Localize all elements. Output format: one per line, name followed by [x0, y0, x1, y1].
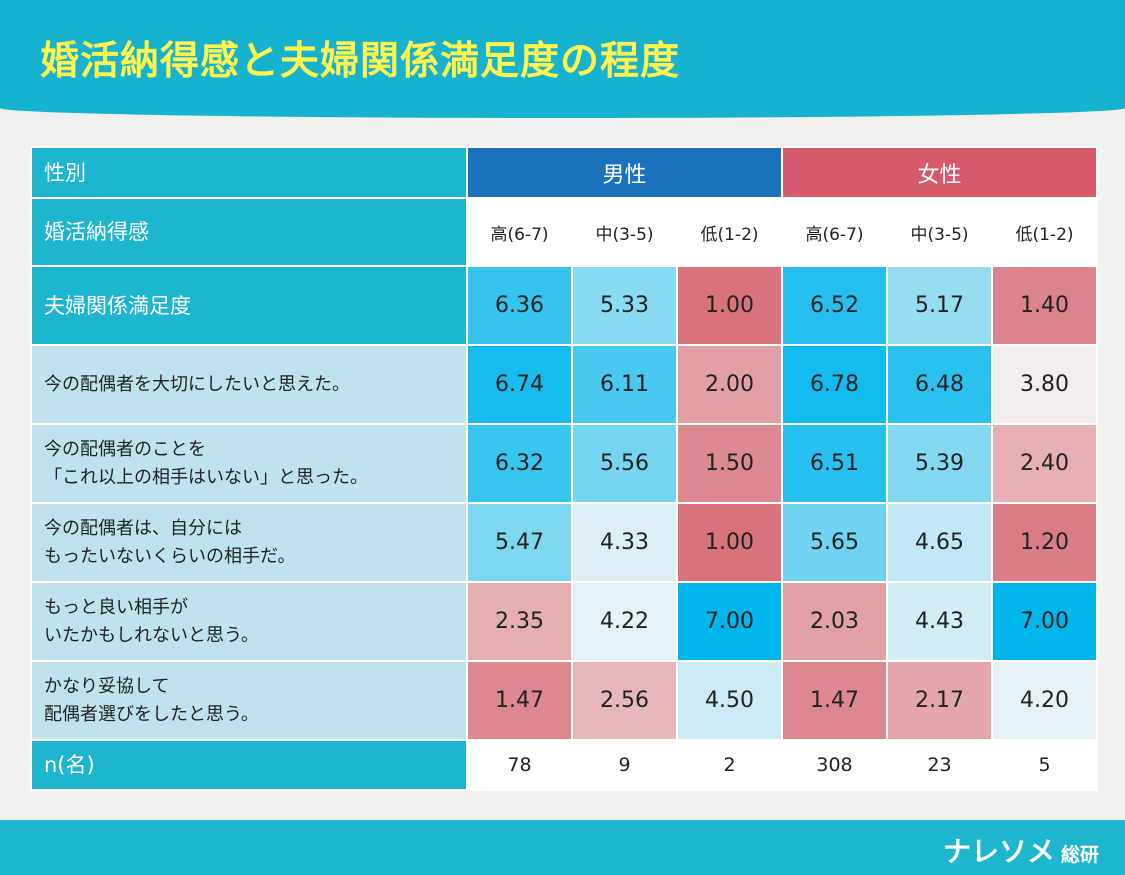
group-header-male: 男性	[468, 148, 781, 197]
value-cell: 4.50	[678, 662, 781, 739]
sample-size-row: n(名) 78 9 2 308 23 5	[32, 741, 1096, 789]
title-banner: 婚活納得感と夫婦関係満足度の程度	[0, 0, 1125, 118]
value-cell: 1.40	[993, 267, 1096, 344]
column-header: 中(3-5)	[888, 199, 991, 265]
row-label-line: 今の配偶者のことを	[44, 438, 206, 460]
page-title: 婚活納得感と夫婦関係満足度の程度	[40, 39, 681, 84]
column-header: 高(6-7)	[468, 199, 571, 265]
column-header: 低(1-2)	[993, 199, 1096, 265]
gender-header-row: 性別 男性 女性	[32, 148, 1096, 197]
brand-suffix: 総研	[1060, 844, 1099, 866]
column-header: 低(1-2)	[678, 199, 781, 265]
value-cell: 1.47	[783, 662, 886, 739]
row-label: もっと良い相手がいたかもしれないと思う。	[32, 583, 466, 660]
value-cell: 1.50	[678, 425, 781, 502]
value-cell: 2.17	[888, 662, 991, 739]
row-label-line: 配偶者選びをしたと思う。	[44, 703, 259, 725]
value-cell: 5.39	[888, 425, 991, 502]
gender-label: 性別	[32, 148, 466, 197]
value-cell: 6.74	[468, 346, 571, 423]
sample-size-cell: 9	[573, 741, 676, 789]
row-label-line: かなり妥協して	[44, 675, 170, 697]
row-label: 今の配偶者のことを「これ以上の相手はいない」と思った。	[32, 425, 466, 502]
row-label: 今の配偶者を大切にしたいと思えた。	[32, 346, 466, 423]
row-label-line: いたかもしれないと思う。	[44, 624, 259, 646]
table-row: 今の配偶者は、自分には もったいないくらいの相手だ。 5.47 4.33 1.00 5.6…	[32, 504, 1096, 581]
brand-name: ナレソメ	[942, 835, 1055, 868]
footer-bar	[0, 820, 1125, 875]
table-row: もっと良い相手が いたかもしれないと思う。 2.35 4.22 7.00 2.03 4.43…	[32, 583, 1096, 660]
sample-size-cell: 5	[993, 741, 1096, 789]
row-label-line: 今の配偶者は、自分には	[44, 517, 242, 539]
value-cell: 1.20	[993, 504, 1096, 581]
value-cell: 1.47	[468, 662, 571, 739]
row-label-line: 今の配偶者を大切にしたいと思えた。	[44, 373, 350, 395]
table-row: かなり妥協して 配偶者選びをしたと思う。 1.47 2.56 4.50 1.47 2.17 4…	[32, 662, 1096, 739]
value-cell: 5.65	[783, 504, 886, 581]
sample-size-cell: 23	[888, 741, 991, 789]
value-cell: 6.78	[783, 346, 886, 423]
value-cell: 2.03	[783, 583, 886, 660]
value-cell: 7.00	[993, 583, 1096, 660]
sample-size-cell: 2	[678, 741, 781, 789]
value-cell: 6.11	[573, 346, 676, 423]
row-label: かなり妥協して配偶者選びをしたと思う。	[32, 662, 466, 739]
value-cell: 4.33	[573, 504, 676, 581]
value-cell: 5.47	[468, 504, 571, 581]
value-cell: 4.22	[573, 583, 676, 660]
value-cell: 4.20	[993, 662, 1096, 739]
value-cell: 6.32	[468, 425, 571, 502]
value-cell: 4.65	[888, 504, 991, 581]
row-label: 夫婦関係満足度	[32, 267, 466, 344]
value-cell: 3.80	[993, 346, 1096, 423]
value-cell: 5.56	[573, 425, 676, 502]
value-cell: 2.35	[468, 583, 571, 660]
table-row: 夫婦関係満足度 6.36 5.33 1.00 6.52 5.17 1.40	[32, 267, 1096, 344]
column-header: 高(6-7)	[783, 199, 886, 265]
value-cell: 5.17	[888, 267, 991, 344]
column-header: 中(3-5)	[573, 199, 676, 265]
value-cell: 6.52	[783, 267, 886, 344]
value-cell: 5.33	[573, 267, 676, 344]
table-row: 今の配偶者のことを 「これ以上の相手はいない」と思った。 6.32 5.56 1.50 6…	[32, 425, 1096, 502]
value-cell: 6.51	[783, 425, 886, 502]
sample-size-cell: 78	[468, 741, 571, 789]
value-cell: 1.00	[678, 504, 781, 581]
value-cell: 1.00	[678, 267, 781, 344]
brand-logo: ナレソメ 総研	[943, 830, 1099, 870]
sample-size-cell: 308	[783, 741, 886, 789]
results-table: 性別 男性 女性 婚活納得感 高(6-7) 中(3-5) 低(1-2) 高(6-7) 中(3-5…	[30, 146, 1098, 791]
row-label-line: もっと良い相手が	[44, 596, 188, 618]
value-cell: 2.00	[678, 346, 781, 423]
row-label-line: もったいないくらいの相手だ。	[44, 545, 296, 567]
row-label-line: 夫婦関係満足度	[44, 293, 191, 318]
value-cell: 4.43	[888, 583, 991, 660]
satisfaction-label: 婚活納得感	[32, 199, 466, 265]
row-label-line: 「これ以上の相手はいない」と思った。	[44, 466, 368, 488]
sample-size-label: n(名)	[32, 741, 466, 789]
value-cell: 7.00	[678, 583, 781, 660]
row-label: 今の配偶者は、自分にはもったいないくらいの相手だ。	[32, 504, 466, 581]
value-cell: 2.56	[573, 662, 676, 739]
value-cell: 6.36	[468, 267, 571, 344]
value-cell: 6.48	[888, 346, 991, 423]
value-cell: 2.40	[993, 425, 1096, 502]
table-row: 今の配偶者を大切にしたいと思えた。 6.74 6.11 2.00 6.78 6.48 3.8…	[32, 346, 1096, 423]
satisfaction-level-row: 婚活納得感 高(6-7) 中(3-5) 低(1-2) 高(6-7) 中(3-5) 低(1-2…	[32, 199, 1096, 265]
group-header-female: 女性	[783, 148, 1096, 197]
